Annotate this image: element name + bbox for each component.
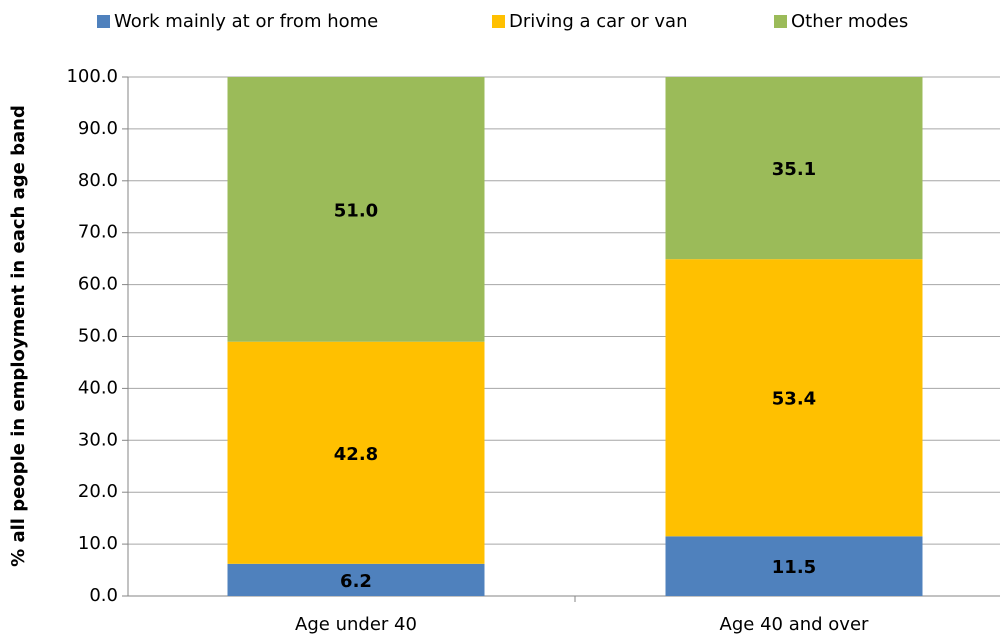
y-tick-label: 30.0 <box>78 429 118 450</box>
legend-label: Work mainly at or from home <box>114 11 378 32</box>
legend-label: Other modes <box>791 11 908 32</box>
y-tick-label: 20.0 <box>78 481 118 502</box>
bar-segment <box>665 77 923 260</box>
legend-swatch <box>492 15 505 28</box>
y-tick-label: 40.0 <box>78 377 118 398</box>
data-label: 51.0 <box>334 200 378 221</box>
bar-segment <box>665 259 923 537</box>
legend-swatch <box>97 15 110 28</box>
x-tick-label: Age 40 and over <box>720 614 869 635</box>
bar-segment <box>227 563 485 596</box>
data-label: 53.4 <box>772 389 816 410</box>
legend-swatch <box>774 15 787 28</box>
y-tick-label: 100.0 <box>66 66 118 87</box>
data-label: 11.5 <box>772 557 816 578</box>
bar-segment <box>665 536 923 596</box>
y-tick-label: 90.0 <box>78 118 118 139</box>
legend-label: Driving a car or van <box>509 11 688 32</box>
data-label: 42.8 <box>334 444 378 465</box>
bar-segment <box>227 341 485 564</box>
bar-segment <box>227 77 485 342</box>
y-tick-label: 70.0 <box>78 222 118 243</box>
y-tick-label: 10.0 <box>78 533 118 554</box>
y-axis-label: % all people in employment in each age b… <box>8 105 29 567</box>
y-tick-label: 60.0 <box>78 274 118 295</box>
y-tick-label: 50.0 <box>78 326 118 347</box>
y-tick-label: 0.0 <box>89 585 118 606</box>
y-tick-label: 80.0 <box>78 170 118 191</box>
data-label: 35.1 <box>772 159 816 180</box>
data-label: 6.2 <box>340 571 372 592</box>
x-tick-label: Age under 40 <box>295 614 417 635</box>
